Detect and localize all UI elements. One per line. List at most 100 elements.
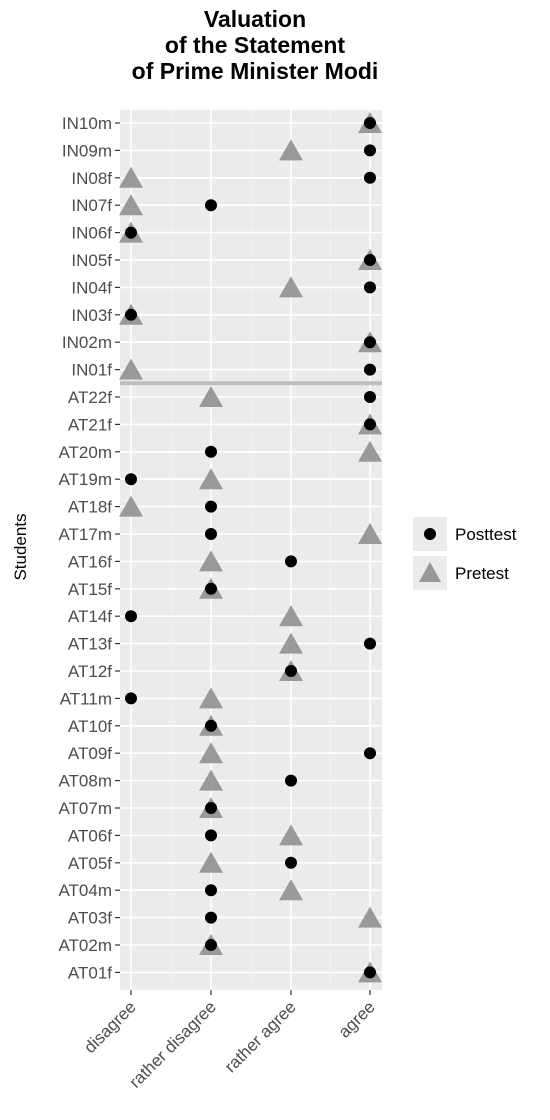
posttest-point-IN03f [125, 308, 137, 321]
y-tick-label-IN06f: IN06f [71, 224, 112, 243]
y-tick-label-AT08m: AT08m [58, 772, 112, 791]
pretest-point-AT16f [199, 550, 223, 572]
posttest-point-IN08f [364, 171, 376, 184]
y-tick-label-AT14f: AT14f [68, 607, 112, 626]
posttest-point-AT07m [205, 802, 217, 814]
y-tick-label-IN03f: IN03f [71, 306, 112, 325]
chart-title-line-3: of Prime Minister Modi [131, 58, 379, 84]
x-tick-label-rather-agree: rather agree [221, 997, 300, 1076]
y-axis-label: Students [11, 513, 30, 580]
y-tick-label-AT04m: AT04m [58, 881, 112, 900]
pretest-point-AT19m [199, 468, 223, 490]
posttest-point-AT08m [285, 774, 297, 787]
pretest-point-AT18f [119, 495, 143, 517]
pretest-point-AT09f [199, 742, 223, 764]
minor-grid [170, 110, 331, 990]
posttest-point-AT14f [125, 610, 137, 623]
y-tick-label-IN08f: IN08f [71, 169, 112, 188]
y-tick-label-AT11m: AT11m [60, 689, 112, 708]
y-tick-labels: IN10m IN09m IN08f IN07f IN06f IN05f IN04f IN03f… [58, 114, 112, 982]
posttest-point-IN02m [364, 336, 376, 349]
pretest-point-AT05f [199, 851, 223, 873]
posttest-point-AT06f [205, 829, 217, 842]
pretest-point-IN09m [279, 139, 303, 161]
pretest-point-IN07f [119, 194, 143, 216]
legend-label-pretest: Pretest [455, 564, 509, 583]
y-tick-label-IN05f: IN05f [71, 251, 112, 270]
y-tick-label-AT13f: AT13f [68, 635, 112, 654]
posttest-point-IN07f [205, 199, 217, 212]
pretest-point-IN04f [279, 276, 303, 298]
y-tick-label-AT17m: AT17m [58, 525, 112, 544]
y-tick-label-IN01f: IN01f [71, 361, 112, 380]
posttest-point-AT15f [205, 582, 217, 595]
posttest-point-AT09f [364, 747, 376, 760]
chart-title-line-1: Valuation [203, 6, 307, 32]
y-tick-label-AT21f: AT21f [68, 415, 112, 434]
y-tick-label-AT09f: AT09f [68, 744, 112, 763]
y-tick-label-AT05f: AT05f [68, 854, 112, 873]
posttest-point-AT03f [205, 911, 217, 924]
x-tick-label-disagree: disagree [80, 997, 140, 1057]
major-grid [120, 110, 382, 990]
posttest-point-AT16f [285, 555, 297, 568]
pretest-point-AT13f [279, 632, 303, 654]
legend-label-posttest: Posttest [455, 525, 517, 544]
posttest-point-AT19m [125, 473, 137, 486]
y-tick-label-IN04f: IN04f [71, 278, 112, 297]
posttest-point-AT01f [364, 966, 376, 979]
y-tick-label-AT18f: AT18f [68, 498, 112, 517]
posttest-point-AT21f [364, 418, 376, 431]
y-tick-label-AT10f: AT10f [68, 717, 112, 736]
posttest-point-AT05f [285, 856, 297, 869]
posttest-point-AT04m [205, 884, 217, 897]
y-tick-label-AT02m: AT02m [58, 936, 112, 955]
posttest-point-AT12f [285, 665, 297, 677]
chart-title: Valuation of the Statement of Prime Mini… [0, 6, 510, 84]
posttest-marks [125, 117, 376, 979]
pretest-point-AT20m [358, 440, 382, 462]
y-tick-label-AT22f: AT22f [68, 388, 112, 407]
pretest-point-IN08f [119, 166, 143, 188]
y-tick-label-IN09m: IN09m [62, 141, 112, 160]
x-tick-label-rather-disagree: rather disagree [126, 997, 220, 1091]
y-tick-label-AT12f: AT12f [68, 662, 112, 681]
posttest-point-AT02m [205, 939, 217, 951]
y-tick-label-AT03f: AT03f [68, 909, 112, 928]
pretest-point-AT17m [358, 523, 382, 544]
posttest-point-AT18f [205, 500, 217, 513]
pretest-point-AT11m [199, 687, 223, 709]
posttest-point-AT11m [125, 692, 137, 705]
y-tick-label-AT20m: AT20m [58, 443, 112, 462]
y-tick-label-AT07m: AT07m [58, 799, 112, 818]
posttest-point-IN09m [364, 144, 376, 157]
y-tick-label-IN07f: IN07f [71, 196, 112, 215]
posttest-point-AT17m [205, 528, 217, 540]
pretest-point-AT14f [279, 605, 303, 627]
posttest-point-AT20m [205, 445, 217, 458]
pretest-point-AT06f [279, 824, 303, 846]
y-tick-label-IN02m: IN02m [62, 333, 112, 352]
pretest-point-AT08m [199, 769, 223, 791]
posttest-point-AT10f [205, 719, 217, 732]
y-tick-label-AT01f: AT01f [68, 963, 112, 982]
legend: Posttest Pretest [413, 517, 517, 590]
x-tick-label-agree: agree [335, 997, 379, 1041]
posttest-point-IN04f [364, 281, 376, 294]
pretest-point-AT03f [358, 906, 382, 928]
pretest-point-AT04m [279, 879, 303, 901]
chart-title-line-2: of the Statement [164, 32, 346, 58]
axis-ticks [115, 122, 371, 995]
y-tick-label-AT19m: AT19m [58, 470, 112, 489]
posttest-point-IN10m [364, 117, 376, 129]
posttest-point-AT13f [364, 637, 376, 650]
posttest-point-IN01f [364, 363, 376, 376]
legend-posttest-circle [424, 528, 436, 540]
legend-pretest-triangle [419, 562, 441, 582]
y-tick-label-AT06f: AT06f [68, 826, 112, 845]
y-tick-label-AT16f: AT16f [68, 552, 112, 571]
posttest-point-IN05f [364, 254, 376, 266]
posttest-point-AT22f [364, 391, 376, 403]
